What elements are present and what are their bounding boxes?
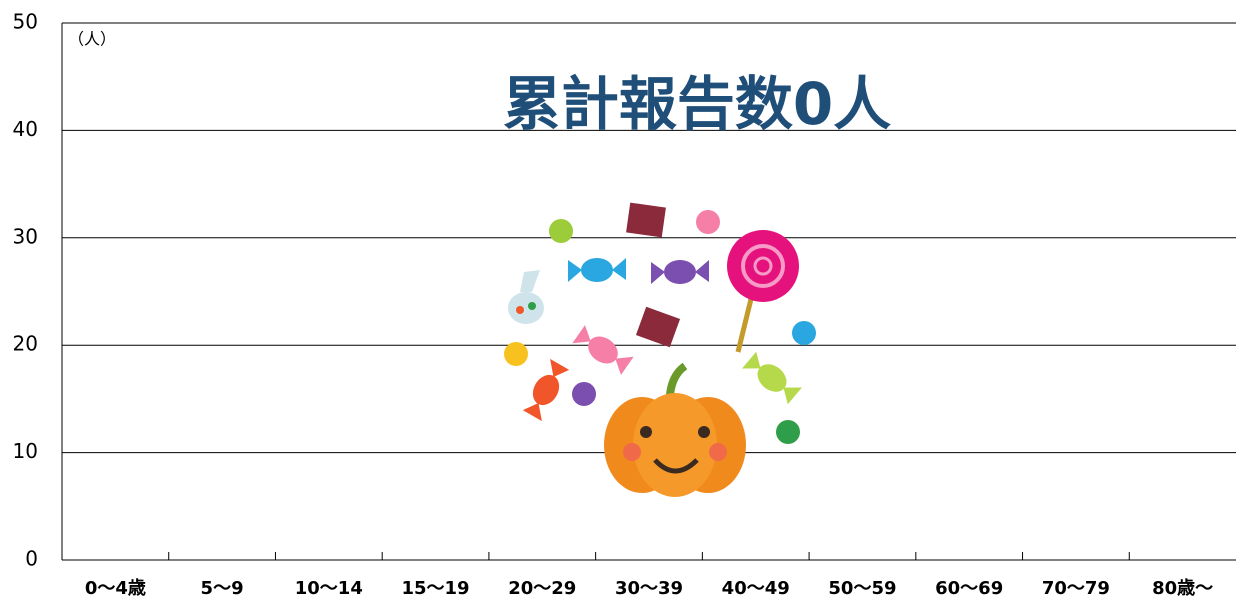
candy-bag [508,270,544,324]
candy-ball [696,210,720,234]
chocolate [636,307,680,348]
chart: 80歳〜 70〜79 60〜69 50〜59 40〜49 30〜39 20〜29 15〜19 1… [0,0,1236,599]
y-tick-label: 10 [13,439,38,463]
chocolate [626,203,666,238]
candy-ball [549,219,573,243]
x-tick-label: 70〜79 [1042,578,1110,599]
y-tick-label: 20 [13,332,38,356]
wrapped-candy [651,260,709,284]
candy-ball [776,420,800,444]
x-tick-label: 20〜29 [508,578,576,599]
candy-ball [504,342,528,366]
wrapped-candy [521,359,571,421]
x-tick-label: 5〜9 [201,578,244,599]
pumpkin [604,366,746,497]
candy-ball [792,321,816,345]
x-tick-label: 60〜69 [935,578,1003,599]
wrapped-candy [572,324,633,377]
y-tick-label: 0 [25,547,38,571]
wrapped-candy [742,350,802,406]
wrapped-candy [568,258,626,282]
x-tick-label: 30〜39 [615,578,683,599]
x-tick-label: 15〜19 [401,578,469,599]
y-tick-label: 40 [13,117,38,141]
x-tick-label: 40〜49 [722,578,790,599]
lollipop [727,230,799,352]
x-tick-label: 10〜14 [295,578,363,599]
x-tick-label: 0〜4歳 [85,578,146,599]
annotation: 累計報告数0人 [503,70,891,138]
x-tick-label: 50〜59 [828,578,896,599]
y-tick-label: 30 [13,224,38,248]
y-unit-label: （人） [68,30,116,49]
y-tick-label: 50 [13,10,38,34]
x-tick-label: 80歳〜 [1152,578,1213,599]
candy-ball [572,382,596,406]
